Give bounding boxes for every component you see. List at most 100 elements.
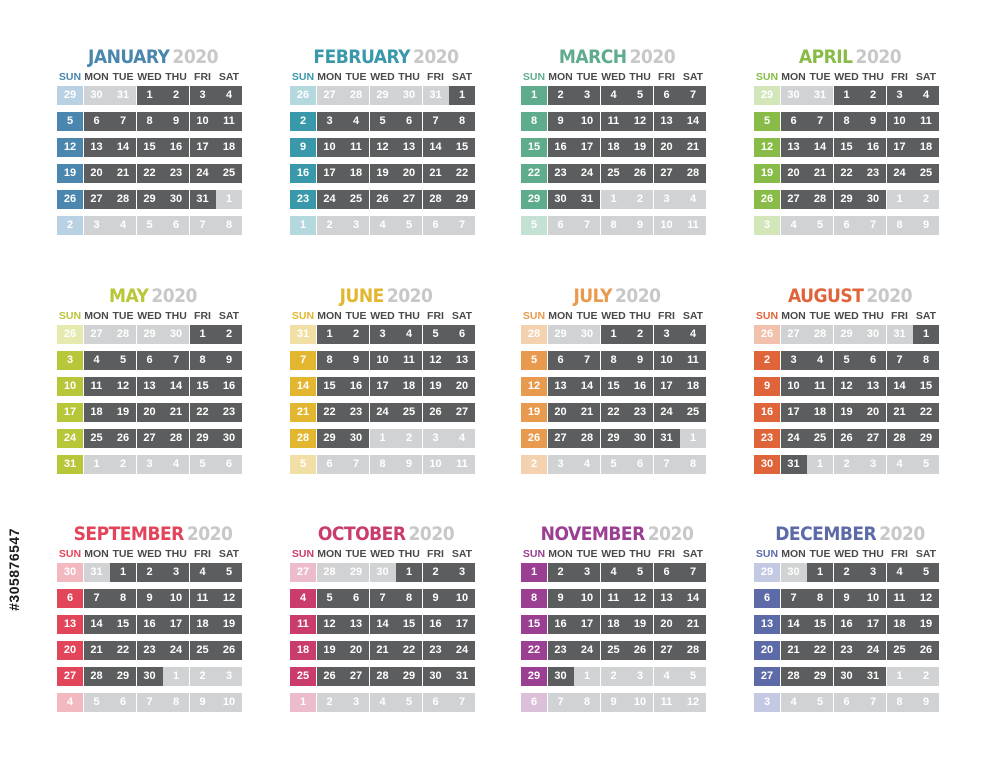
adjacent-month-day-cell: 8	[574, 693, 600, 712]
stock-id: #305876547	[6, 528, 22, 611]
day-cell: 1	[110, 563, 136, 582]
day-cell: 18	[807, 403, 833, 422]
weekday-header: SUN MON TUE WED THU FRI SAT	[521, 546, 713, 563]
month-name: OCTOBER	[317, 523, 406, 545]
week-row: 30 31 1 2 3 4 5	[57, 563, 249, 582]
day-cell: 19	[110, 403, 136, 422]
day-cell: 16	[547, 615, 574, 634]
day-cell: 21	[83, 641, 110, 660]
day-cell: 15	[833, 138, 860, 157]
day-cell: 20	[653, 138, 680, 157]
weekday-fri: FRI	[891, 71, 908, 83]
day-cell: 14	[886, 377, 913, 396]
week-row: 9 10 11 12 13 14 15	[290, 138, 482, 157]
day-cell: 3	[57, 351, 83, 370]
week-row: 25 26 27 28 29 30 31	[290, 667, 482, 686]
adjacent-month-day-cell: 5	[396, 216, 422, 235]
day-cell: 18	[343, 164, 369, 183]
day-cell: 28	[807, 190, 833, 209]
day-cell: 10	[316, 138, 343, 157]
day-cell: 29	[521, 667, 547, 686]
day-cell: 1	[449, 86, 475, 105]
day-cell: 12	[422, 351, 449, 370]
week-row: 6 7 8 9 10 11 12	[754, 589, 946, 608]
day-cell: 21	[680, 138, 706, 157]
adjacent-month-day-cell: 31	[290, 325, 316, 344]
day-cell: 5	[627, 86, 653, 105]
month-title: JULY 2020	[521, 283, 713, 309]
month-title: JANUARY 2020	[57, 44, 249, 70]
day-cell: 28	[369, 667, 396, 686]
day-cell: 7	[290, 351, 316, 370]
day-cell: 31	[449, 667, 475, 686]
month-name: SEPTEMBER	[73, 523, 185, 545]
week-row: 16 17 18 19 20 21 22	[290, 164, 482, 183]
adjacent-month-day-cell: 29	[136, 325, 163, 344]
adjacent-month-day-cell: 4	[680, 190, 706, 209]
day-cell: 7	[807, 112, 833, 131]
month-name: MARCH	[558, 46, 627, 68]
day-cell: 14	[83, 615, 110, 634]
adjacent-month-day-cell: 29	[57, 86, 83, 105]
adjacent-month-day-cell: 2	[396, 429, 422, 448]
adjacent-month-day-cell: 1	[600, 190, 627, 209]
day-cell: 7	[110, 112, 136, 131]
adjacent-month-day-cell: 1	[886, 667, 913, 686]
day-cell: 20	[780, 164, 807, 183]
week-row: 29 30 31 1 2 3 4	[57, 86, 249, 105]
adjacent-month-day-cell: 4	[110, 216, 136, 235]
day-cell: 20	[449, 377, 475, 396]
day-cell: 28	[886, 429, 913, 448]
adjacent-month-day-cell: 10	[216, 693, 242, 712]
day-cell: 19	[754, 164, 780, 183]
day-cell: 24	[860, 641, 886, 660]
weekday-header: SUN MON TUE WED THU FRI SAT	[57, 546, 249, 563]
adjacent-month-day-cell: 1	[163, 667, 189, 686]
day-cell: 11	[216, 112, 242, 131]
day-cell: 6	[653, 563, 680, 582]
day-cell: 23	[216, 403, 242, 422]
week-row: 14 15 16 17 18 19 20	[290, 377, 482, 396]
weekday-wed: WED	[370, 310, 395, 322]
adjacent-month-day-cell: 5	[913, 455, 939, 474]
weekday-mon: MON	[548, 71, 573, 83]
weekday-thu: THU	[629, 310, 651, 322]
month-title: AUGUST 2020	[754, 283, 946, 309]
day-cell: 20	[57, 641, 83, 660]
day-cell: 14	[369, 615, 396, 634]
month-name: NOVEMBER	[540, 523, 646, 545]
week-row: 8 9 10 11 12 13 14	[521, 589, 713, 608]
day-cell: 8	[189, 351, 216, 370]
adjacent-month-day-cell: 3	[627, 667, 653, 686]
day-cell: 23	[860, 164, 886, 183]
day-cell: 24	[449, 641, 475, 660]
weekday-thu: THU	[629, 548, 651, 560]
day-cell: 12	[833, 377, 860, 396]
day-cell: 11	[886, 589, 913, 608]
day-cell: 30	[547, 667, 574, 686]
week-row: 27 28 29 30 31 1 2	[754, 667, 946, 686]
week-row: 5 6 7 8 9 10 11	[57, 112, 249, 131]
week-row: 22 23 24 25 26 27 28	[521, 641, 713, 660]
adjacent-month-day-cell: 30	[860, 325, 886, 344]
day-cell: 27	[754, 667, 780, 686]
adjacent-month-day-cell: 8	[216, 216, 242, 235]
day-cell: 4	[913, 86, 939, 105]
day-cell: 28	[83, 667, 110, 686]
weekday-sun: SUN	[291, 310, 315, 322]
day-cell: 8	[913, 351, 939, 370]
day-cell: 17	[886, 138, 913, 157]
day-cell: 28	[163, 429, 189, 448]
day-cell: 25	[886, 641, 913, 660]
day-cell: 8	[449, 112, 475, 131]
day-cell: 1	[189, 325, 216, 344]
weekday-thu: THU	[629, 71, 651, 83]
day-cell: 8	[600, 351, 627, 370]
month-february: FEBRUARY 2020 SUN MON TUE WED THU FRI SAT 26 27 28 2…	[290, 44, 482, 242]
day-cell: 17	[316, 164, 343, 183]
month-title: FEBRUARY 2020	[290, 44, 482, 70]
day-cell: 24	[574, 164, 600, 183]
adjacent-month-day-cell: 29	[343, 563, 369, 582]
